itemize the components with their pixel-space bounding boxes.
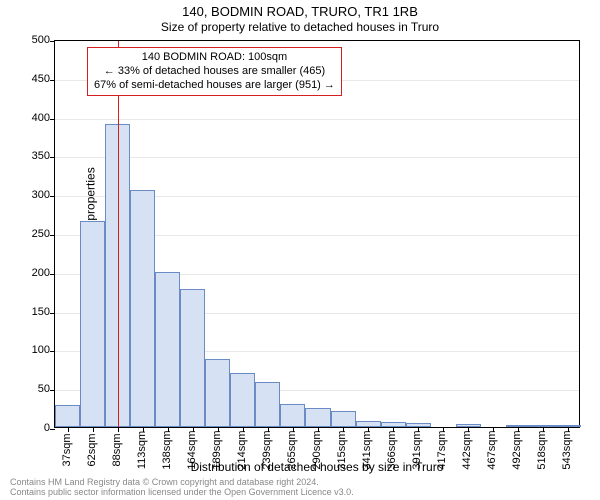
x-tick-label: 467sqm	[486, 430, 498, 469]
y-tick-label: 300	[32, 189, 50, 201]
x-tick-label: 239sqm	[261, 430, 273, 469]
histogram-bar	[280, 404, 305, 427]
footer-line2: Contains public sector information licen…	[10, 488, 354, 498]
histogram-bar	[255, 382, 280, 427]
y-tick-label: 0	[44, 422, 50, 434]
x-tick-label: 88sqm	[111, 433, 123, 466]
x-tick-label: 341sqm	[361, 430, 373, 469]
annotation-box: 140 BODMIN ROAD: 100sqm← 33% of detached…	[87, 47, 342, 96]
y-tick	[50, 157, 55, 158]
x-tick-label: 315sqm	[336, 430, 348, 469]
x-tick-label: 214sqm	[236, 430, 248, 469]
y-tick	[50, 119, 55, 120]
y-tick-label: 250	[32, 228, 50, 240]
chart-title-main: 140, BODMIN ROAD, TRURO, TR1 1RB	[0, 4, 600, 19]
y-tick	[50, 429, 55, 430]
x-tick-label: 492sqm	[511, 430, 523, 469]
x-tick-label: 442sqm	[461, 430, 473, 469]
y-tick	[50, 235, 55, 236]
histogram-bar	[305, 408, 330, 427]
y-tick-label: 150	[32, 306, 50, 318]
x-tick	[118, 427, 119, 432]
x-tick-label: 62sqm	[86, 433, 98, 466]
gridline	[55, 119, 579, 120]
x-tick-label: 37sqm	[61, 433, 73, 466]
histogram-bar	[155, 272, 180, 427]
annotation-line2: ← 33% of detached houses are smaller (46…	[94, 65, 335, 79]
chart-area: 140 BODMIN ROAD: 100sqm← 33% of detached…	[54, 40, 580, 428]
attribution-footer: Contains HM Land Registry data © Crown c…	[10, 478, 354, 498]
y-tick	[50, 390, 55, 391]
y-tick	[50, 41, 55, 42]
x-tick-label: 391sqm	[411, 430, 423, 469]
y-tick	[50, 313, 55, 314]
x-tick-label: 265sqm	[286, 430, 298, 469]
x-tick-label: 138sqm	[161, 430, 173, 469]
histogram-bar	[205, 359, 230, 427]
histogram-bar	[55, 405, 80, 427]
y-tick-label: 50	[38, 383, 50, 395]
y-tick-label: 450	[32, 73, 50, 85]
annotation-line1: 140 BODMIN ROAD: 100sqm	[94, 51, 335, 65]
histogram-bar	[180, 289, 205, 427]
histogram-bar	[230, 373, 255, 427]
x-tick-label: 189sqm	[211, 430, 223, 469]
x-tick	[93, 427, 94, 432]
y-tick-label: 100	[32, 344, 50, 356]
y-tick	[50, 274, 55, 275]
chart-title-sub: Size of property relative to detached ho…	[0, 20, 600, 34]
y-tick-label: 350	[32, 150, 50, 162]
histogram-bar	[130, 190, 155, 427]
x-tick-label: 518sqm	[536, 430, 548, 469]
y-tick	[50, 196, 55, 197]
marker-line	[118, 41, 119, 427]
plot-area: 140 BODMIN ROAD: 100sqm← 33% of detached…	[54, 40, 580, 428]
x-tick-label: 543sqm	[561, 430, 573, 469]
x-tick-label: 290sqm	[311, 430, 323, 469]
x-tick-label: 366sqm	[386, 430, 398, 469]
y-tick	[50, 351, 55, 352]
histogram-bar	[331, 411, 356, 427]
y-tick-label: 200	[32, 267, 50, 279]
x-tick-label: 164sqm	[186, 430, 198, 469]
histogram-bar	[80, 221, 105, 427]
annotation-line3: 67% of semi-detached houses are larger (…	[94, 79, 335, 93]
x-tick-label: 113sqm	[136, 431, 148, 469]
title-block: 140, BODMIN ROAD, TRURO, TR1 1RB Size of…	[0, 0, 600, 34]
y-tick	[50, 80, 55, 81]
y-tick-label: 400	[32, 112, 50, 124]
x-tick	[68, 427, 69, 432]
gridline	[55, 157, 579, 158]
y-tick-label: 500	[32, 34, 50, 46]
x-tick-label: 417sqm	[436, 430, 448, 469]
